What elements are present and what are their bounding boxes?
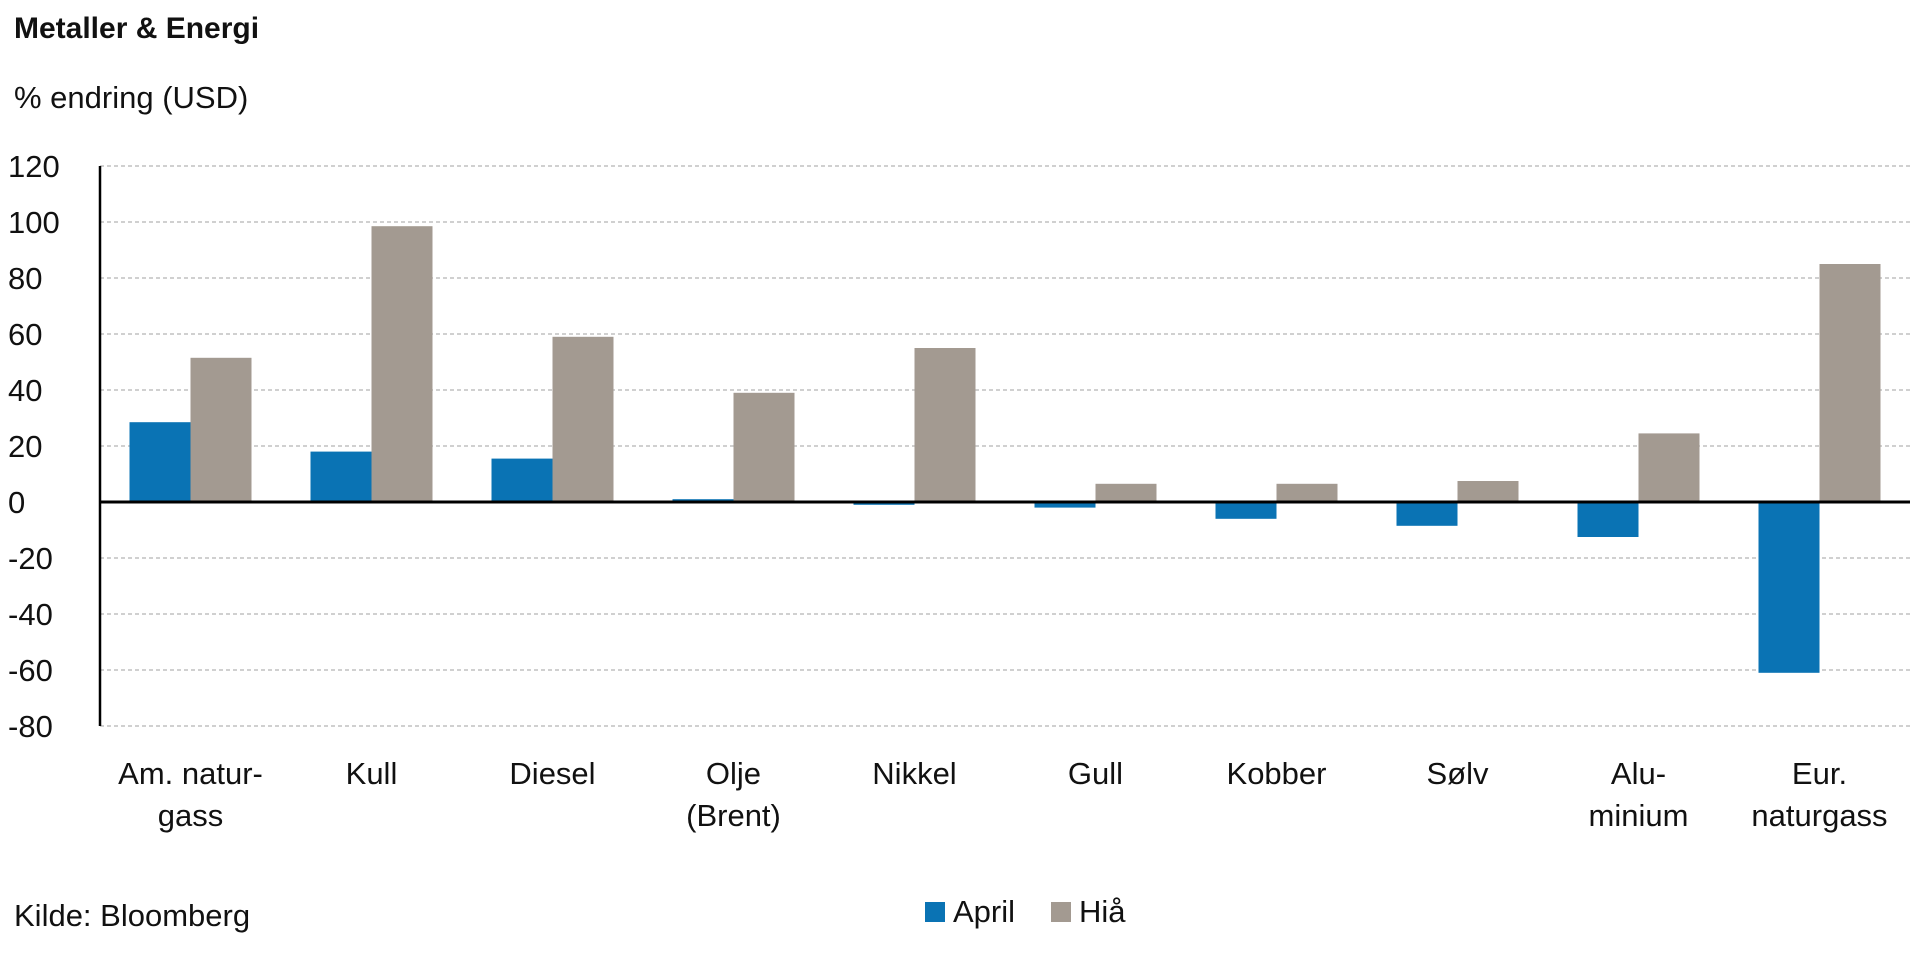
x-tick-label: Kobber [1227, 756, 1327, 791]
y-tick-label: 60 [8, 317, 42, 352]
legend-swatch-april [925, 902, 945, 922]
x-tick-label: minium [1589, 798, 1689, 833]
bar-hiå [1276, 483, 1338, 502]
x-tick-label: gass [158, 798, 223, 833]
bar-april [1396, 502, 1458, 526]
y-tick-label: 20 [8, 429, 42, 464]
axes [98, 166, 1910, 726]
y-tick-label: -20 [8, 541, 53, 576]
source-note: Kilde: Bloomberg [14, 898, 251, 933]
bar-april [129, 422, 191, 502]
legend-label-hia: Hiå [1079, 894, 1126, 929]
bar-april [310, 451, 372, 502]
x-tick-label: Kull [346, 756, 398, 791]
y-tick-label: 120 [8, 149, 60, 184]
bar-hiå [1095, 483, 1157, 502]
bar-april [1215, 502, 1277, 519]
y-axis-ticks: 120 100 80 60 40 20 0 -20 -40 -60 -80 [8, 149, 60, 744]
x-tick-label: Eur. [1792, 756, 1847, 791]
bar-april [1577, 502, 1639, 537]
bar-hiå [1638, 433, 1700, 502]
legend-swatch-hia [1051, 902, 1072, 922]
y-tick-label: -80 [8, 709, 53, 744]
bar-hiå [190, 357, 252, 502]
legend: April Hiå [925, 894, 1162, 930]
bar-hiå [733, 392, 795, 502]
x-tick-label: Nikkel [872, 756, 956, 791]
bar-hiå [371, 226, 433, 502]
x-axis-labels: Am. natur-gass Kull Diesel Olje (Brent) Nikke… [118, 756, 1887, 833]
x-tick-label: Diesel [509, 756, 595, 791]
y-tick-label: -40 [8, 597, 53, 632]
legend-label-april: April [953, 894, 1016, 929]
bar-hiå [1457, 481, 1519, 502]
bar-april [491, 458, 553, 502]
x-tick-label: Olje [706, 756, 761, 791]
y-axis-unit-label: % endring (USD) [14, 80, 249, 115]
bar-hiå [914, 348, 976, 502]
y-tick-label: 80 [8, 261, 42, 296]
x-tick-label: Gull [1068, 756, 1123, 791]
bars [129, 226, 1881, 673]
bar-hiå [1819, 264, 1881, 502]
y-tick-label: -60 [8, 653, 53, 688]
x-tick-label: Alu- [1611, 756, 1666, 791]
x-tick-label: (Brent) [686, 798, 781, 833]
y-tick-label: 40 [8, 373, 42, 408]
legend-item-hia: Hiå [1051, 894, 1126, 930]
x-tick-label: Sølv [1427, 756, 1490, 791]
y-tick-label: 100 [8, 205, 60, 240]
legend-item-april: April [925, 894, 1015, 930]
y-tick-label: 0 [8, 485, 25, 520]
x-tick-label: Am. natur- [118, 756, 263, 791]
bar-april [1758, 502, 1820, 673]
x-tick-label: naturgass [1751, 798, 1887, 833]
bar-april [1034, 502, 1096, 508]
bar-hiå [552, 336, 614, 502]
chart-title: Metaller & Energi [14, 12, 260, 45]
